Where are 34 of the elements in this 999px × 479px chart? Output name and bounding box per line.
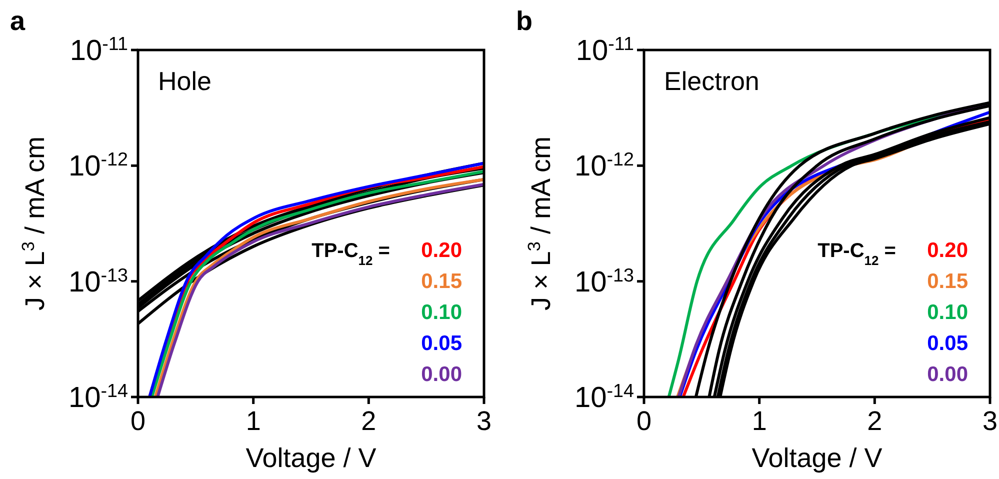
y-tick-label: 10$^{-13}$	[574, 264, 634, 298]
chart-title: a	[10, 6, 26, 36]
text: 0.15	[421, 270, 462, 293]
x-axis-title: Voltage / V	[752, 443, 882, 473]
text: 0.05	[421, 332, 462, 355]
text: 0.15	[927, 270, 968, 293]
y-tick-label: 10$^{-14}$	[68, 380, 128, 414]
text: 0.10	[421, 301, 462, 324]
text: 0.00	[927, 363, 968, 386]
x-tick-label: 3	[982, 406, 998, 436]
y-tick-label: 10$^{-11}$	[70, 32, 128, 67]
legend-title: TP-C$_{12}$ =	[818, 240, 896, 268]
legend-title: TP-C$_{12}$ =	[312, 240, 390, 268]
text: 0.05	[927, 332, 968, 355]
text: 0.00	[421, 363, 462, 386]
y-tick-label: 10$^{-11}$	[576, 32, 634, 67]
x-tick-label: 1	[246, 406, 261, 436]
chart-title: b	[516, 6, 532, 36]
y-tick-label: 10$^{-13}$	[68, 264, 128, 298]
x-axis-title: Voltage / V	[246, 443, 376, 473]
text: 0.20	[927, 239, 968, 262]
x-tick-label: 3	[476, 406, 492, 436]
y-tick-label: 10$^{-12}$	[68, 148, 128, 183]
x-tick-label: 2	[361, 406, 376, 436]
annotation: Hole	[158, 66, 212, 96]
x-tick-label: 2	[867, 406, 882, 436]
text: 0.10	[927, 301, 968, 324]
x-tick-label: 0	[130, 406, 146, 436]
y-tick-label: 10$^{-12}$	[574, 148, 634, 183]
text: 0.20	[421, 239, 462, 262]
x-tick-label: 1	[752, 406, 767, 436]
y-tick-label: 10$^{-14}$	[574, 380, 634, 414]
annotation: Electron	[664, 66, 760, 96]
x-tick-label: 0	[636, 406, 652, 436]
